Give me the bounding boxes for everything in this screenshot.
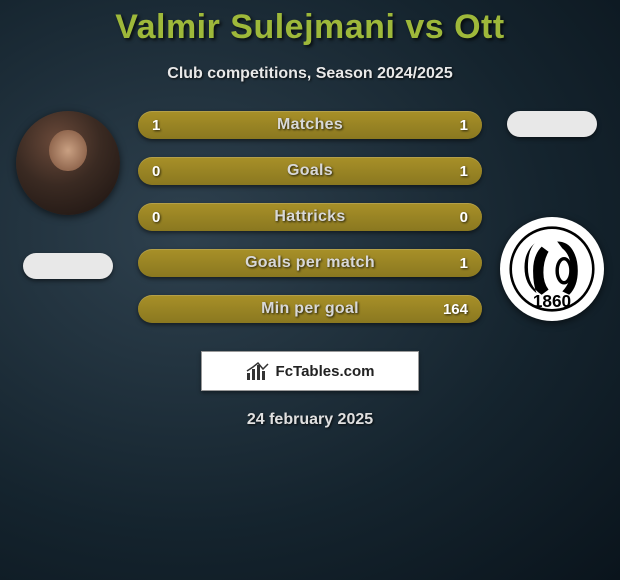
- stat-label: Goals: [138, 162, 482, 180]
- stat-bar-hattricks: 0 Hattricks 0: [138, 203, 482, 231]
- club-badge-right: 1860: [500, 217, 604, 321]
- stat-label: Hattricks: [138, 208, 482, 226]
- stat-left-value: 0: [152, 209, 160, 226]
- svg-text:1860: 1860: [533, 291, 571, 311]
- comparison-subtitle: Club competitions, Season 2024/2025: [0, 65, 620, 83]
- player-avatar-left: [16, 111, 120, 215]
- stat-label: Matches: [138, 116, 482, 134]
- left-club-pill: [23, 253, 113, 279]
- left-player-column: [8, 111, 128, 279]
- stat-right-value: 1: [460, 255, 468, 272]
- stat-left-value: 0: [152, 163, 160, 180]
- stat-label: Min per goal: [138, 300, 482, 318]
- comparison-date: 24 february 2025: [0, 411, 620, 429]
- comparison-body: 1 Matches 1 0 Goals 1 0 Hattricks 0 Goal…: [0, 111, 620, 323]
- right-player-column: 1860: [492, 111, 612, 321]
- club-badge-1860-icon: 1860: [509, 226, 595, 312]
- bar-chart-icon: [246, 361, 270, 381]
- source-text: FcTables.com: [276, 363, 375, 380]
- stat-bar-min-per-goal: Min per goal 164: [138, 295, 482, 323]
- stat-right-value: 1: [460, 117, 468, 134]
- stat-bars: 1 Matches 1 0 Goals 1 0 Hattricks 0 Goal…: [128, 111, 492, 323]
- comparison-title: Valmir Sulejmani vs Ott: [0, 8, 620, 47]
- source-attribution: FcTables.com: [201, 351, 419, 391]
- stat-right-value: 1: [460, 163, 468, 180]
- stat-bar-matches: 1 Matches 1: [138, 111, 482, 139]
- stat-bar-goals: 0 Goals 1: [138, 157, 482, 185]
- right-player-pill: [507, 111, 597, 137]
- stat-left-value: 1: [152, 117, 160, 134]
- stat-right-value: 0: [460, 209, 468, 226]
- stat-right-value: 164: [443, 301, 468, 318]
- stat-label: Goals per match: [138, 254, 482, 272]
- stat-bar-goals-per-match: Goals per match 1: [138, 249, 482, 277]
